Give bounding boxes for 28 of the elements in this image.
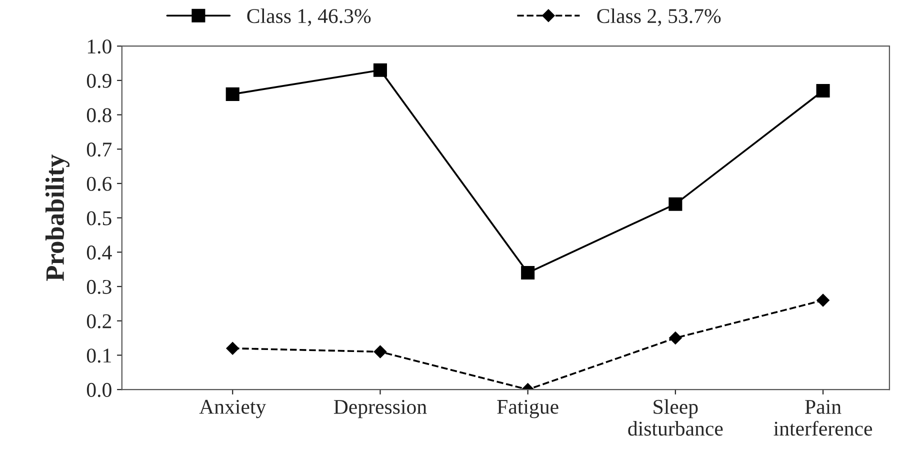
y-tick-label: 0.4 — [86, 246, 112, 260]
legend-label: Class 1, 46.3% — [247, 8, 371, 26]
y-tick-label: 0.1 — [86, 348, 111, 363]
point — [373, 63, 387, 77]
y-tick-label: 0.5 — [86, 211, 112, 226]
point — [668, 197, 682, 211]
y-tick-label: 1.0 — [88, 39, 112, 54]
x-tick-label: Depression — [334, 400, 427, 418]
point — [226, 87, 240, 101]
x-tick-label: Fatigue — [497, 400, 558, 418]
legend-label: Class 2, 53.7% — [597, 8, 721, 26]
point — [521, 266, 535, 280]
y-tick-label: 0.9 — [86, 74, 112, 88]
y-tick-label: 0.6 — [86, 176, 112, 191]
y-tick-label: 0.0 — [86, 382, 112, 398]
x-tick-label: Anxiety — [199, 400, 266, 418]
y-axis-title: Probability — [45, 154, 70, 281]
point — [374, 345, 387, 358]
point — [816, 294, 830, 307]
y-tick-label: 0.7 — [86, 142, 112, 157]
point — [816, 84, 830, 98]
y-tick-label: 0.8 — [86, 108, 112, 122]
point — [669, 332, 682, 344]
y-tick-label: 0.3 — [86, 280, 112, 294]
x-tick-label: Pain interference — [774, 400, 872, 436]
point — [226, 342, 240, 355]
x-tick-label: Sleep disturbance — [628, 399, 723, 436]
y-tick-label: 0.2 — [86, 314, 112, 328]
